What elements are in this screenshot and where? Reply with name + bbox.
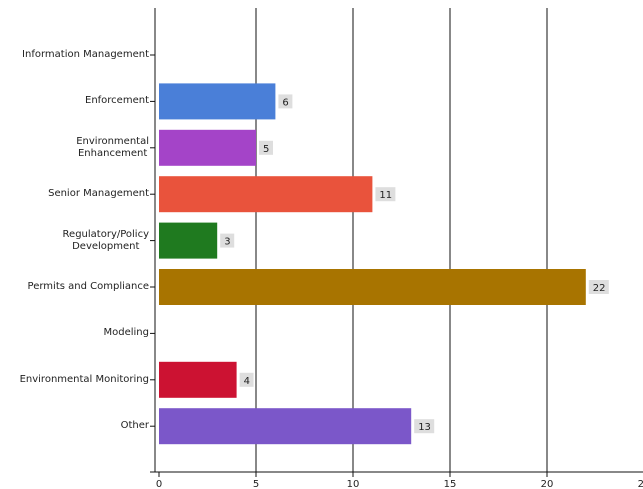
value-label-bg	[414, 419, 435, 434]
value-label: 22	[593, 283, 606, 294]
y-tick-label: Other	[120, 420, 149, 432]
x-tick-label: 20	[541, 479, 554, 489]
x-tick-label: 15	[444, 479, 457, 489]
value-label: 13	[418, 422, 431, 433]
bar	[159, 83, 276, 120]
value-label-bg	[278, 94, 293, 109]
value-label-bg	[220, 233, 235, 248]
y-tick-label: Environmental Enhancement	[76, 135, 149, 159]
y-tick-label: Modeling	[103, 327, 150, 339]
bar	[159, 176, 373, 213]
value-label-bg	[588, 280, 609, 294]
value-label-bg	[375, 187, 396, 202]
x-tick-label: 25	[638, 479, 643, 489]
bar	[159, 361, 237, 398]
bar	[159, 408, 412, 445]
x-tick-label: 5	[253, 479, 259, 489]
y-tick-label: Senior Management	[48, 188, 149, 200]
value-label-bg	[259, 140, 273, 155]
value-label: 5	[263, 144, 269, 155]
y-tick-label: Permits and Compliance	[27, 281, 149, 292]
x-tick-label: 10	[347, 479, 360, 489]
y-tick-label: Regulatory/Policy Development	[62, 228, 149, 252]
value-label-bg	[239, 372, 254, 387]
value-label: 4	[244, 376, 250, 387]
value-label: 11	[379, 190, 392, 201]
value-label: 3	[224, 237, 230, 248]
bar	[159, 222, 218, 259]
y-tick-label: Environmental Monitoring	[19, 373, 149, 385]
y-tick-label: Enforcement	[85, 95, 149, 107]
y-tick-label: Information Management	[22, 49, 149, 60]
x-tick-label: 0	[156, 479, 162, 489]
bar	[159, 129, 256, 166]
bar	[159, 269, 586, 305]
value-label: 6	[282, 97, 288, 108]
